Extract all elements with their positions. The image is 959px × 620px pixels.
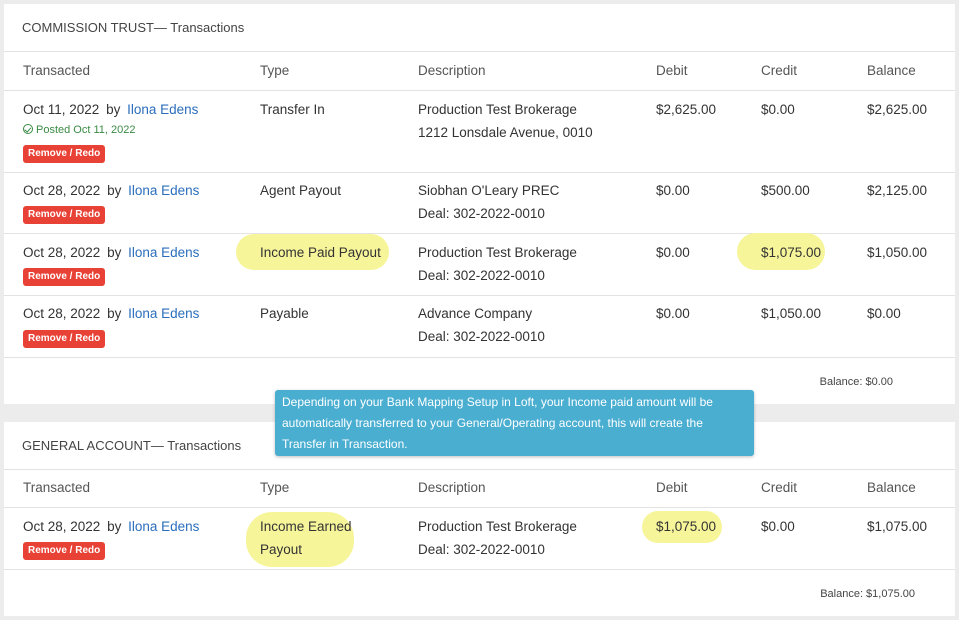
col-type: Type	[260, 63, 290, 78]
remove-redo-button[interactable]: Remove / Redo	[23, 542, 106, 560]
col-debit: Debit	[656, 480, 688, 495]
transaction-date: Oct 28, 2022 by Ilona Edens	[23, 183, 199, 198]
transaction-date: Oct 28, 2022 by Ilona Edens	[23, 306, 199, 321]
balance-value: $1,050.00	[867, 245, 928, 260]
description-line1: Advance Company	[418, 306, 533, 321]
balance-value: $2,125.00	[867, 183, 928, 198]
user-link[interactable]: Ilona Edens	[128, 245, 200, 260]
by-text: by	[107, 519, 122, 534]
highlight-marker	[246, 512, 354, 567]
user-link[interactable]: Ilona Edens	[128, 306, 200, 321]
transaction-type: Income Paid Payout	[260, 245, 381, 260]
description-line1: Production Test Brokerage	[418, 102, 577, 117]
by-text: by	[106, 102, 121, 117]
transaction-type: Payable	[260, 306, 309, 321]
user-link[interactable]: Ilona Edens	[128, 519, 200, 534]
general-account-panel: GENERAL ACCOUNT— Transactions Transacted…	[4, 422, 955, 616]
date-text: Oct 11, 2022	[23, 102, 100, 117]
remove-redo-button[interactable]: Remove / Redo	[23, 145, 106, 163]
col-transacted: Transacted	[23, 63, 91, 78]
divider	[4, 507, 955, 508]
divider	[4, 295, 955, 296]
transaction-type: Transfer In	[260, 102, 325, 117]
info-tooltip: Depending on your Bank Mapping Setup in …	[275, 390, 754, 456]
debit-value: $0.00	[656, 245, 690, 260]
col-balance: Balance	[867, 480, 916, 495]
tooltip-line: Depending on your Bank Mapping Setup in …	[282, 395, 713, 409]
divider	[4, 51, 955, 52]
col-type: Type	[260, 480, 290, 495]
transaction-type: Income Earned	[260, 519, 352, 534]
debit-value: $1,075.00	[656, 519, 717, 534]
col-credit: Credit	[761, 63, 798, 78]
col-balance: Balance	[867, 63, 916, 78]
footer-balance: Balance: $1,075.00	[820, 588, 915, 600]
transaction-date: Oct 28, 2022 by Ilona Edens	[23, 245, 199, 260]
balance-value: $0.00	[867, 306, 901, 321]
date-text: Oct 28, 2022	[23, 519, 101, 534]
highlight-marker	[642, 511, 722, 543]
col-credit: Credit	[761, 480, 798, 495]
check-circle-icon	[23, 124, 33, 134]
footer-balance: Balance: $0.00	[819, 376, 893, 388]
remove-redo-button[interactable]: Remove / Redo	[23, 268, 106, 286]
panel-title: GENERAL ACCOUNT— Transactions	[22, 438, 242, 453]
description-line2: Deal: 302-2022-0010	[418, 329, 545, 344]
transaction-type: Agent Payout	[260, 183, 342, 198]
commission-trust-panel: COMMISSION TRUST— Transactions Transacte…	[4, 4, 955, 404]
by-text: by	[107, 183, 122, 198]
transaction-date: Oct 11, 2022 by Ilona Edens	[23, 102, 198, 117]
balance-value: $1,075.00	[867, 519, 928, 534]
remove-redo-button[interactable]: Remove / Redo	[23, 330, 106, 348]
divider	[4, 569, 955, 570]
debit-value: $0.00	[656, 306, 690, 321]
remove-redo-button[interactable]: Remove / Redo	[23, 206, 106, 224]
date-text: Oct 28, 2022	[23, 306, 101, 321]
description-line2: 1212 Lonsdale Avenue, 0010	[418, 125, 593, 140]
by-text: by	[107, 245, 122, 260]
description-line1: Production Test Brokerage	[418, 519, 577, 534]
debit-value: $2,625.00	[656, 102, 717, 117]
by-text: by	[107, 306, 122, 321]
description-line1: Siobhan O'Leary PREC	[418, 183, 560, 198]
posted-status: Posted Oct 11, 2022	[23, 124, 135, 136]
credit-value: $500.00	[761, 183, 810, 198]
tooltip-line: automatically transferred to your Genera…	[282, 416, 703, 430]
user-link[interactable]: Ilona Edens	[127, 102, 199, 117]
highlight-marker	[236, 234, 389, 270]
transaction-date: Oct 28, 2022 by Ilona Edens	[23, 519, 199, 534]
description-line2: Deal: 302-2022-0010	[418, 268, 545, 283]
divider	[4, 90, 955, 91]
credit-value: $1,075.00	[761, 245, 822, 260]
description-line2: Deal: 302-2022-0010	[418, 542, 545, 557]
date-text: Oct 28, 2022	[23, 183, 101, 198]
date-text: Oct 28, 2022	[23, 245, 101, 260]
divider	[4, 357, 955, 358]
user-link[interactable]: Ilona Edens	[128, 183, 200, 198]
divider	[4, 469, 955, 470]
posted-text: Posted Oct 11, 2022	[36, 124, 136, 136]
col-debit: Debit	[656, 63, 688, 78]
tooltip-line: Transfer in Transaction.	[282, 437, 408, 451]
col-transacted: Transacted	[23, 480, 91, 495]
debit-value: $0.00	[656, 183, 690, 198]
col-description: Description	[418, 63, 486, 78]
description-line1: Production Test Brokerage	[418, 245, 577, 260]
panel-title: COMMISSION TRUST— Transactions	[22, 20, 245, 35]
transaction-type-line2: Payout	[260, 542, 303, 557]
credit-value: $0.00	[761, 102, 795, 117]
divider	[4, 233, 955, 234]
credit-value: $1,050.00	[761, 306, 822, 321]
highlight-marker	[737, 233, 825, 270]
col-description: Description	[418, 480, 486, 495]
description-line2: Deal: 302-2022-0010	[418, 206, 545, 221]
balance-value: $2,625.00	[867, 102, 928, 117]
divider	[4, 172, 955, 173]
credit-value: $0.00	[761, 519, 795, 534]
